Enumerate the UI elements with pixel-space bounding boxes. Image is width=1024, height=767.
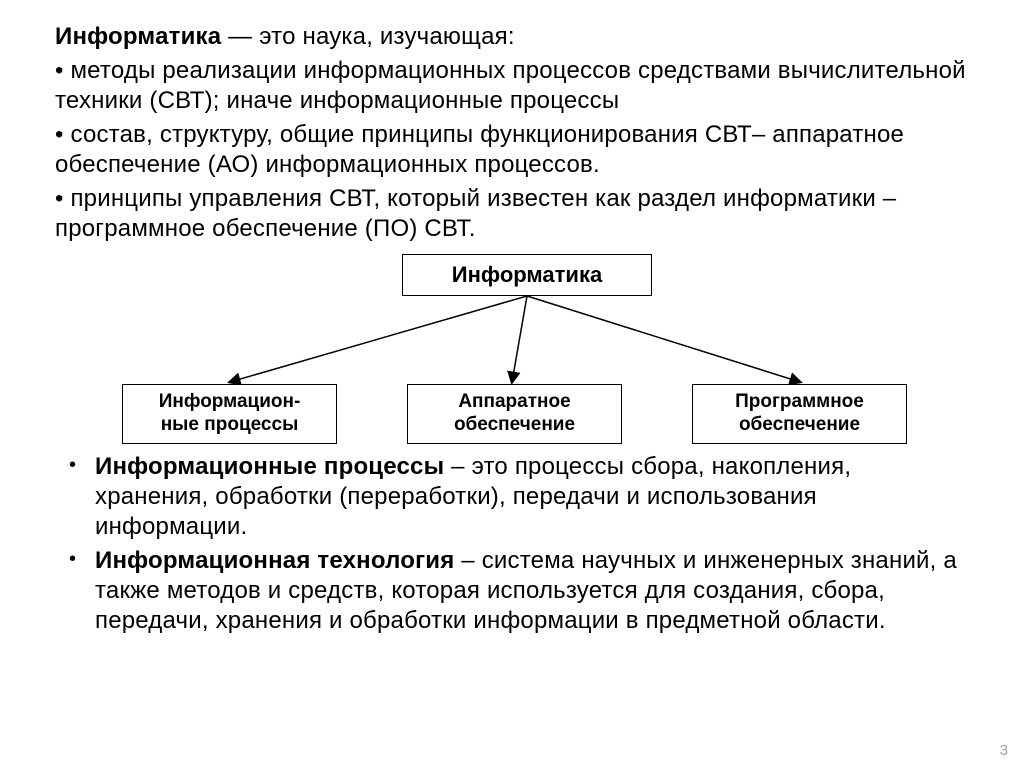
diagram-child-3-line2: обеспечение [739,414,860,437]
diagram-child-1: Информацион- ные процессы [122,384,337,444]
definition-1: Информационные процессы – это процессы с… [95,452,969,542]
definitions-list: Информационные процессы – это процессы с… [55,452,969,636]
definition-1-bold: Информационные процессы [95,453,444,480]
diagram-child-2-line2: обеспечение [454,414,575,437]
intro-rest: — это наука, изучающая: [221,23,514,50]
diagram-child-2: Аппаратное обеспечение [407,384,622,444]
intro-bold: Информатика [55,23,221,50]
diagram-root-label: Информатика [452,262,602,288]
diagram-child-1-line2: ные процессы [161,414,299,437]
definition-2: Информационная технология – система науч… [95,546,969,636]
diagram-child-3-line1: Программное [735,391,864,414]
diagram-child-3: Программное обеспечение [692,384,907,444]
hierarchy-diagram: Информатика Информацион- ные процессы Ап… [112,254,912,444]
intro-line: Информатика — это наука, изучающая: [55,22,969,52]
page-number: 3 [1000,742,1008,759]
bullet-3: • принципы управления СВТ, который извес… [55,184,969,244]
diagram-child-1-line1: Информацион- [159,391,301,414]
bullet-1: • методы реализации информационных проце… [55,56,969,116]
diagram-child-2-line1: Аппаратное [458,391,570,414]
bullet-2: • состав, структуру, общие принципы функ… [55,120,969,180]
diagram-root-box: Информатика [402,254,652,296]
definition-2-bold: Информационная технология [95,547,454,574]
slide: Информатика — это наука, изучающая: • ме… [0,0,1024,660]
